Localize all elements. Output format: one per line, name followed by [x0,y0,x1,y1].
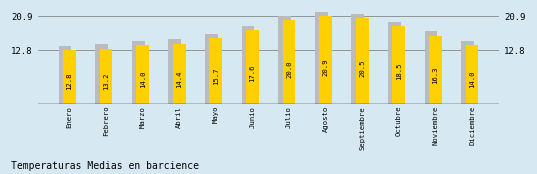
Bar [209,38,222,104]
Text: 12.8: 12.8 [67,73,72,90]
Bar [388,22,401,104]
Bar [205,34,218,104]
Bar [351,14,364,104]
Text: 20.9: 20.9 [323,59,329,76]
Bar [393,26,405,104]
Bar [242,26,255,104]
Text: Temperaturas Medias en barcience: Temperaturas Medias en barcience [11,161,199,171]
Bar [425,31,438,104]
Bar [136,45,149,104]
Text: 14.0: 14.0 [469,71,475,88]
Text: 20.0: 20.0 [286,60,292,78]
Bar [429,36,442,104]
Text: 14.0: 14.0 [140,71,146,88]
Bar [319,16,332,104]
Bar [278,16,291,104]
Bar [59,46,71,104]
Text: 14.4: 14.4 [176,70,182,88]
Bar [356,18,368,104]
Bar [95,45,108,104]
Bar [461,41,474,104]
Text: 16.3: 16.3 [432,67,438,84]
Text: 13.2: 13.2 [103,72,109,90]
Bar [132,41,144,104]
Bar [173,44,186,104]
Bar [282,20,295,104]
Bar [169,39,181,104]
Text: 20.5: 20.5 [359,59,365,77]
Bar [315,12,328,104]
Bar [246,30,259,104]
Text: 15.7: 15.7 [213,68,219,85]
Bar [99,49,112,104]
Bar [466,45,478,104]
Text: 17.6: 17.6 [249,64,256,82]
Text: 18.5: 18.5 [396,63,402,80]
Bar [63,50,76,104]
